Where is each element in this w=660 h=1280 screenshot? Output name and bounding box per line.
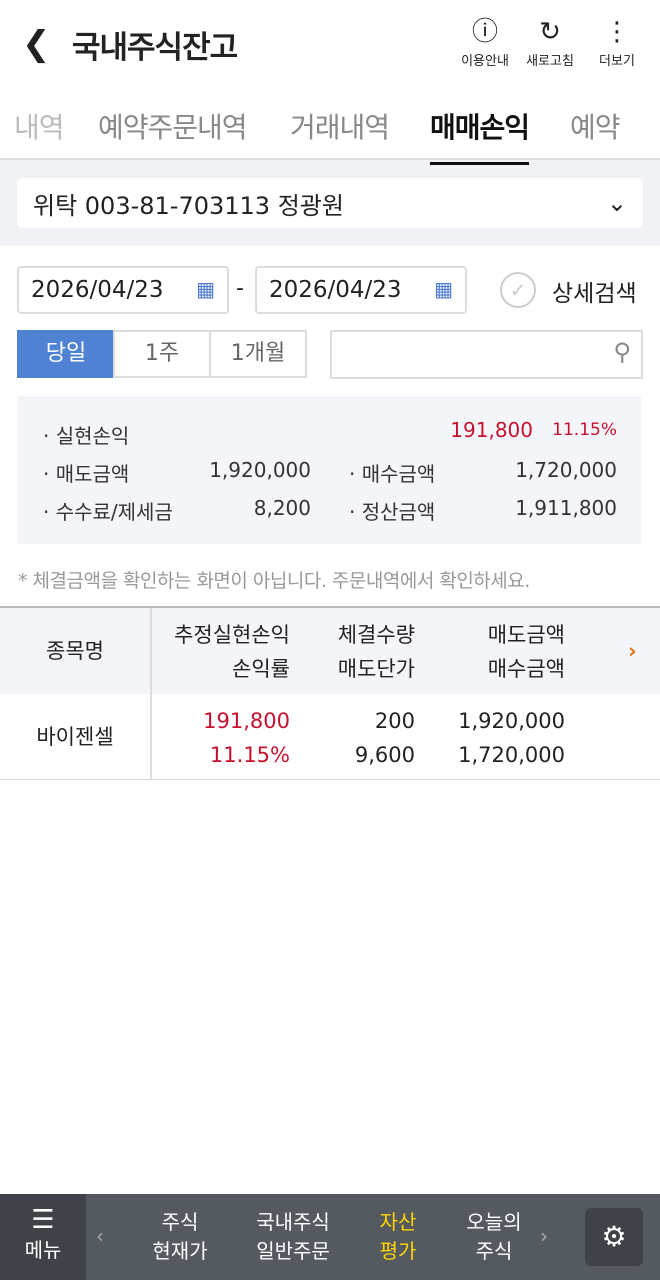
buy-value: 1,720,000: [515, 458, 617, 482]
nav-label: 주식: [475, 1239, 513, 1263]
header-sell-price: 매도단가: [337, 657, 415, 681]
gear-icon[interactable]: ⚙: [585, 1208, 643, 1266]
nav-prev-icon[interactable]: ‹: [96, 1224, 104, 1248]
search-icon: ⚲: [613, 338, 631, 366]
refresh-label: 새로고침: [526, 54, 574, 69]
refresh-button[interactable]: ↻ 새로고침: [515, 14, 585, 69]
header-name: 종목명: [46, 639, 104, 663]
nav-label: 오늘의: [466, 1210, 522, 1234]
fee-label: 수수료/제세금: [55, 500, 173, 524]
sell-label: 매도금액: [55, 462, 130, 486]
hamburger-icon: ☰: [31, 1205, 55, 1235]
date-separator: -: [236, 276, 244, 301]
row-sell-price: 9,600: [354, 743, 415, 767]
nav-label: 국내주식: [256, 1210, 330, 1234]
period-1month[interactable]: 1개월: [209, 330, 307, 378]
header: ❮ 국내주식잔고 ⓘ 이용안내 ↻ 새로고침 ⋮ 더보기: [0, 0, 660, 84]
row-sell-amount: 1,920,000: [458, 709, 565, 733]
more-label: 더보기: [599, 54, 635, 69]
info-icon: ⓘ: [471, 17, 498, 47]
realized-rate: 11.15%: [552, 420, 617, 440]
nav-label: 주식: [161, 1210, 199, 1234]
row-buy-amount: 1,720,000: [458, 743, 565, 767]
date-from[interactable]: 2026/04/23 ▦: [17, 266, 229, 314]
tab-history[interactable]: 내역: [14, 111, 65, 144]
header-pl: 추정실현손익: [174, 623, 290, 647]
chevron-down-icon: ⌄: [606, 189, 627, 217]
calendar-icon: ▦: [196, 277, 215, 301]
notice-text: * 체결금액을 확인하는 화면이 아닙니다. 주문내역에서 확인하세요.: [18, 570, 530, 592]
more-button[interactable]: ⋮ 더보기: [582, 14, 652, 69]
stock-name: 바이젠셀: [36, 725, 114, 749]
menu-label: 메뉴: [24, 1238, 62, 1262]
realized-value: 191,800: [450, 418, 533, 442]
back-icon[interactable]: ❮: [22, 24, 51, 64]
period-1week[interactable]: 1주: [113, 330, 211, 378]
settle-label: 정산금액: [361, 500, 436, 524]
menu-button[interactable]: ☰ 메뉴: [0, 1194, 86, 1280]
search-input[interactable]: ⚲: [330, 330, 643, 379]
row-qty: 200: [374, 709, 415, 733]
detail-search-label[interactable]: 상세검색: [552, 281, 637, 307]
tab-bar: 내역 예약주문내역 거래내역 매매손익 예약: [0, 84, 660, 165]
refresh-icon: ↻: [539, 17, 561, 47]
calendar-icon: ▦: [434, 277, 453, 301]
account-select[interactable]: 위탁 003-81-703113 정광원 ⌄: [17, 178, 643, 228]
nav-label: 일반주문: [256, 1239, 330, 1263]
more-vertical-icon: ⋮: [604, 17, 630, 47]
nav-label: 평가: [379, 1239, 417, 1263]
period-today[interactable]: 당일: [17, 330, 115, 378]
header-buy-amount: 매수금액: [487, 657, 565, 681]
header-rate: 손익률: [232, 657, 290, 681]
nav-label: 현재가: [152, 1239, 208, 1263]
date-to[interactable]: 2026/04/23 ▦: [255, 266, 467, 314]
buy-label: 매수금액: [361, 462, 436, 486]
nav-label: 자산: [379, 1210, 417, 1234]
bottom-nav: ☰ 메뉴 ‹ 주식 현재가 국내주식 일반주문 자산 평가 오늘의 주식 › ⚙: [0, 1194, 660, 1280]
account-label: 위탁 003-81-703113 정광원: [33, 191, 344, 220]
tab-reserved-orders[interactable]: 예약주문내역: [98, 111, 248, 144]
scroll-right-icon[interactable]: ›: [628, 639, 637, 663]
page-title: 국내주식잔고: [72, 30, 238, 66]
summary-panel: · 실현손익 191,800 11.15% · 매도금액 1,920,000 ·…: [17, 396, 641, 544]
tab-transactions[interactable]: 거래내역: [290, 111, 390, 144]
table-header: 종목명 추정실현손익 손익률 체결수량 매도단가 매도금액 매수금액 ›: [0, 608, 660, 694]
check-icon[interactable]: ✓: [500, 272, 536, 308]
row-rate: 11.15%: [209, 743, 290, 767]
row-pl: 191,800: [203, 709, 290, 733]
date-from-value: 2026/04/23: [31, 277, 164, 303]
date-to-value: 2026/04/23: [269, 277, 402, 303]
tab-trading-pl[interactable]: 매매손익: [430, 106, 530, 165]
realized-label: 실현손익: [55, 424, 130, 448]
guide-label: 이용안내: [461, 54, 509, 69]
table-row[interactable]: 바이젠셀 191,800 11.15% 200 9,600 1,920,000 …: [0, 694, 660, 780]
fee-value: 8,200: [253, 496, 311, 520]
guide-button[interactable]: ⓘ 이용안내: [450, 14, 520, 69]
header-sell-amount: 매도금액: [487, 623, 565, 647]
sell-value: 1,920,000: [209, 458, 311, 482]
header-qty: 체결수량: [337, 623, 415, 647]
tab-reserved[interactable]: 예약: [570, 111, 621, 144]
settle-value: 1,911,800: [515, 496, 617, 520]
nav-next-icon[interactable]: ›: [540, 1224, 548, 1248]
pl-table: 종목명 추정실현손익 손익률 체결수량 매도단가 매도금액 매수금액 › 바이젠…: [0, 606, 660, 780]
